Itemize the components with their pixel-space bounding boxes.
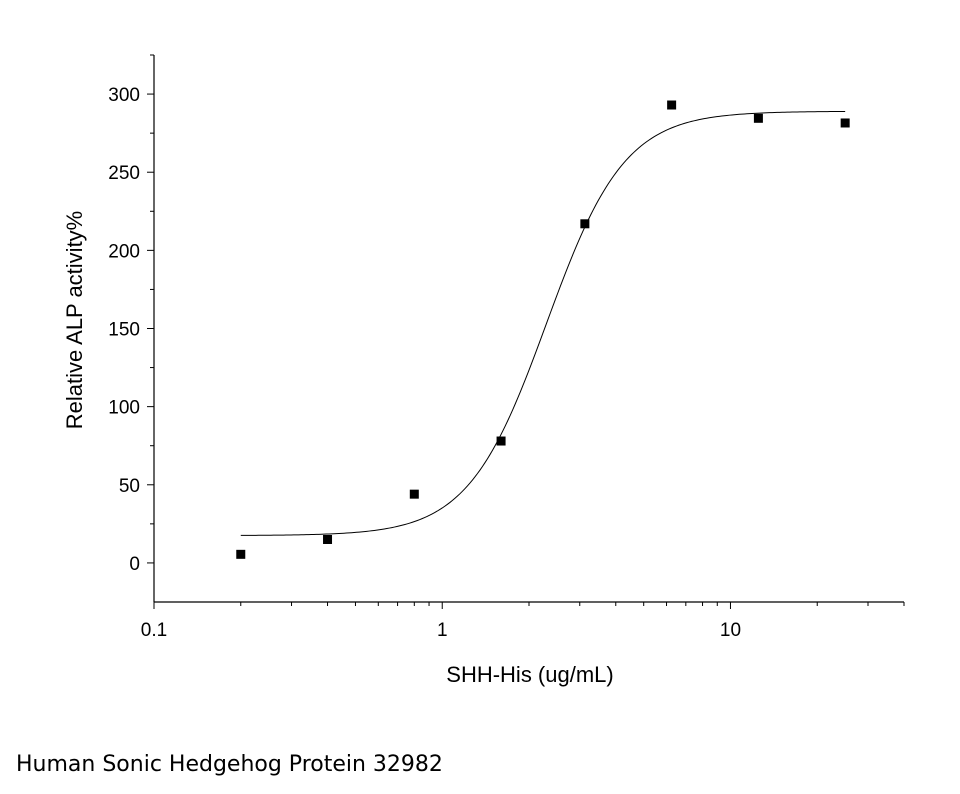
data-point <box>840 118 850 128</box>
data-points <box>236 100 850 559</box>
y-axis-title: Relative ALP activity% <box>62 211 87 429</box>
x-tick-label: 1 <box>437 620 448 641</box>
y-tick-label: 100 <box>108 398 140 419</box>
x-tick-label: 0.1 <box>141 620 167 641</box>
x-tick-label: 10 <box>720 620 741 641</box>
data-point <box>409 489 419 499</box>
fit-curve <box>240 110 846 536</box>
data-point <box>323 534 333 544</box>
data-point <box>667 100 677 110</box>
chart: 0 50 100 150 200 250 300 0.1 1 10 SHH-His (ug/mL)… <box>62 54 905 687</box>
y-tick-label: 250 <box>108 163 140 184</box>
data-point <box>496 436 506 446</box>
y-tick-label: 50 <box>119 476 140 497</box>
y-tick-label: 300 <box>108 85 140 106</box>
y-tick-label: 200 <box>108 241 140 262</box>
axes <box>147 54 905 609</box>
y-tick-label: 150 <box>108 320 140 341</box>
tick-labels: 0 50 100 150 200 250 300 0.1 1 10 <box>108 85 741 641</box>
data-point <box>580 219 590 229</box>
figure-caption: Human Sonic Hedgehog Protein 32982 <box>16 752 443 777</box>
x-axis-title: SHH-His (ug/mL) <box>446 662 613 687</box>
y-tick-label: 0 <box>129 554 140 575</box>
data-point <box>753 113 763 123</box>
data-point <box>236 549 246 559</box>
